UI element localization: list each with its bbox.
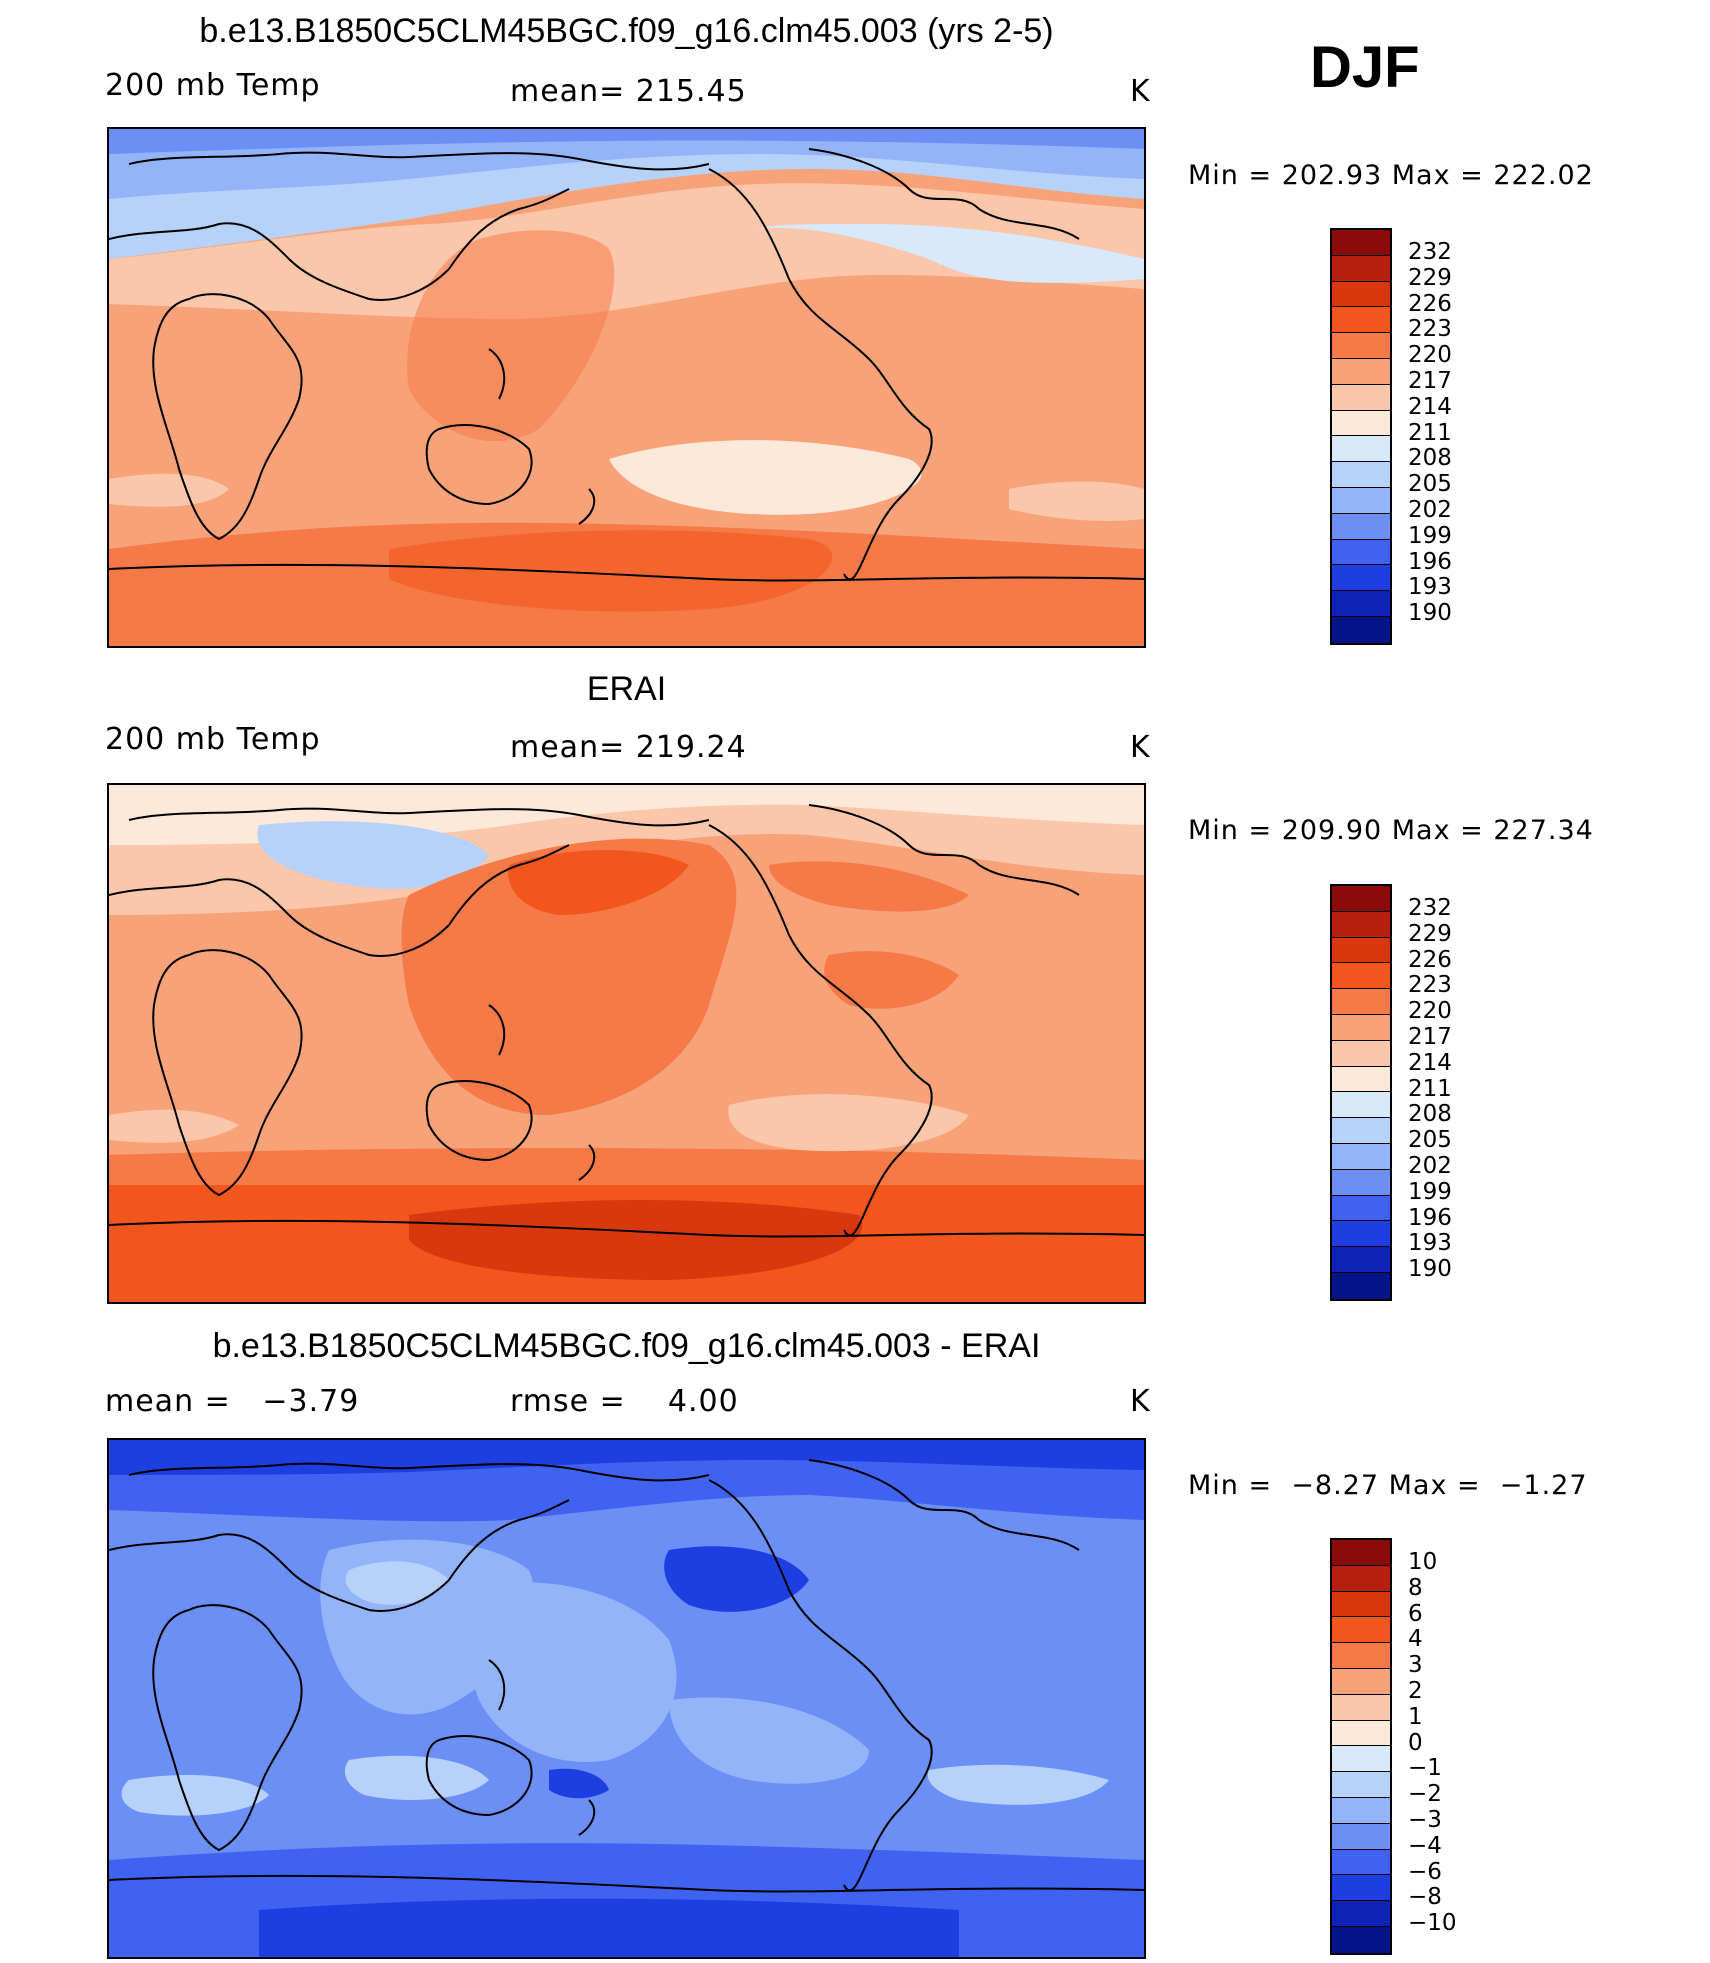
colorbar-tick: 217 xyxy=(1408,367,1452,394)
panel1-variable-label: 200 mb Temp xyxy=(105,68,321,103)
colorbar-tick: 202 xyxy=(1408,496,1452,523)
colorbar-tick: 226 xyxy=(1408,290,1452,317)
colorbar-tick: −2 xyxy=(1408,1781,1442,1808)
panel2-min-max: Min = 209.90 Max = 227.34 xyxy=(1188,815,1594,846)
colorbar-tick: 199 xyxy=(1408,522,1452,549)
panel1-colorbar-ticks: 232 229 226 223 220 217 214 211 208 205 … xyxy=(1408,239,1452,627)
panel2-colorbar-ticks: 232 229 226 223 220 217 214 211 208 205 … xyxy=(1408,895,1452,1283)
colorbar-tick: −10 xyxy=(1408,1910,1457,1937)
colorbar-tick: 214 xyxy=(1408,1049,1452,1076)
colorbar-tick: 223 xyxy=(1408,972,1452,999)
panel1-units-label: K xyxy=(1130,74,1151,109)
panel1-map xyxy=(107,127,1146,648)
colorbar-tick: −1 xyxy=(1408,1755,1442,1782)
panel3-contour-field xyxy=(109,1440,1144,1957)
colorbar-tick: 211 xyxy=(1408,419,1452,446)
panel2-map xyxy=(107,783,1146,1304)
panel3-mean-label: mean = −3.79 xyxy=(105,1384,360,1419)
colorbar-tick: 208 xyxy=(1408,1101,1452,1128)
colorbar-tick: 10 xyxy=(1408,1549,1438,1575)
panel3-map xyxy=(107,1438,1146,1959)
panel3-title: b.e13.B1850C5CLM45BGC.f09_g16.clm45.003 … xyxy=(212,1327,1041,1365)
panel1-contour-field xyxy=(109,129,1144,646)
panel3-units-label: K xyxy=(1130,1384,1151,1419)
colorbar-tick: 220 xyxy=(1408,342,1452,369)
season-label: DJF xyxy=(1310,35,1420,100)
colorbar-tick: 205 xyxy=(1408,471,1452,498)
colorbar-tick: 193 xyxy=(1408,1230,1452,1257)
panel3-rmse-label: rmse = 4.00 xyxy=(510,1384,739,1419)
panel1-min-max: Min = 202.93 Max = 222.02 xyxy=(1188,160,1594,191)
colorbar-tick: 229 xyxy=(1408,920,1452,947)
colorbar-tick: 202 xyxy=(1408,1152,1452,1179)
colorbar-tick: 223 xyxy=(1408,316,1452,343)
colorbar-tick: 196 xyxy=(1408,548,1452,575)
panel2-variable-label: 200 mb Temp xyxy=(105,722,321,757)
colorbar-tick: 229 xyxy=(1408,264,1452,291)
colorbar-tick: 217 xyxy=(1408,1023,1452,1050)
colorbar-tick: 220 xyxy=(1408,998,1452,1025)
colorbar-tick: 226 xyxy=(1408,946,1452,973)
colorbar-tick: 211 xyxy=(1408,1075,1452,1102)
colorbar-tick: 232 xyxy=(1408,239,1452,265)
colorbar-tick: −6 xyxy=(1408,1858,1442,1885)
panel3-min-max: Min = −8.27 Max = −1.27 xyxy=(1188,1470,1588,1501)
colorbar-tick: −8 xyxy=(1408,1884,1442,1911)
colorbar-tick: 8 xyxy=(1408,1574,1423,1601)
colorbar-tick: 0 xyxy=(1408,1729,1423,1756)
panel2-mean-label: mean= 219.24 xyxy=(510,730,747,765)
colorbar-tick: 199 xyxy=(1408,1178,1452,1205)
colorbar-tick: 196 xyxy=(1408,1204,1452,1231)
panel3-colorbar xyxy=(1330,1538,1392,1955)
colorbar-tick: 208 xyxy=(1408,445,1452,472)
panel1-title: b.e13.B1850C5CLM45BGC.f09_g16.clm45.003 … xyxy=(199,12,1054,50)
colorbar-tick: 2 xyxy=(1408,1677,1423,1704)
panel2-contour-field xyxy=(109,785,1144,1302)
colorbar-tick: 4 xyxy=(1408,1626,1423,1653)
colorbar-tick: 1 xyxy=(1408,1703,1423,1730)
colorbar-tick: 232 xyxy=(1408,895,1452,921)
colorbar-tick: −4 xyxy=(1408,1832,1442,1859)
colorbar-tick: 3 xyxy=(1408,1652,1423,1679)
colorbar-tick: 190 xyxy=(1408,1256,1452,1283)
colorbar-tick: 6 xyxy=(1408,1600,1423,1627)
colorbar-tick: 214 xyxy=(1408,393,1452,420)
colorbar-tick: 205 xyxy=(1408,1127,1452,1154)
panel2-colorbar xyxy=(1330,884,1392,1301)
colorbar-tick: 193 xyxy=(1408,574,1452,601)
panel1-colorbar xyxy=(1330,228,1392,645)
colorbar-tick: −3 xyxy=(1408,1806,1442,1833)
panel2-title: ERAI xyxy=(586,670,667,708)
panel2-units-label: K xyxy=(1130,730,1151,765)
panel3-colorbar-ticks: 10 8 6 4 3 2 1 0 −1 −2 −3 −4 −6 −8 −10 xyxy=(1408,1549,1457,1937)
panel1-mean-label: mean= 215.45 xyxy=(510,74,747,109)
colorbar-tick: 190 xyxy=(1408,600,1452,627)
